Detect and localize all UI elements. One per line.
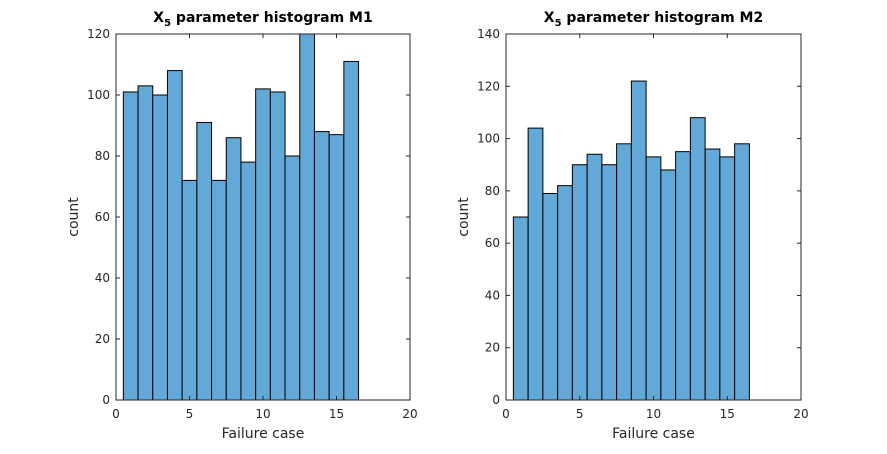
histogram-bar [557, 185, 573, 401]
y-tick-label: 40 [95, 271, 110, 285]
histogram-bar [240, 161, 257, 401]
histogram-bar [645, 156, 662, 401]
histogram-bar [166, 70, 183, 401]
histogram-bar [616, 143, 632, 401]
chart-panel-2: 0 5 10 15 20 0 20 40 60 80 100 120 140 Failure case co… [456, 10, 809, 442]
x-tick-label: 10 [255, 407, 270, 421]
histogram-bar [734, 143, 750, 401]
histogram-bar [284, 155, 301, 401]
histogram-bar [269, 91, 286, 401]
histogram-bar [527, 127, 544, 401]
histogram-bar [630, 80, 647, 401]
histogram-bar [122, 91, 139, 401]
histogram-bar [211, 179, 227, 401]
y-tick-label: 120 [477, 79, 500, 93]
histogram-bar [719, 156, 736, 401]
y-axis-label: count [456, 197, 472, 237]
histogram-bar [542, 192, 559, 401]
x-tick-label: 20 [793, 407, 808, 421]
x-tick-label: 0 [502, 407, 510, 421]
x-axis-label: Failure case [222, 426, 305, 442]
x-tick-label: 5 [576, 407, 584, 421]
y-tick-label: 20 [485, 341, 500, 355]
histogram-bar [660, 169, 677, 401]
y-tick-label: 120 [87, 27, 110, 41]
y-tick-label: 100 [87, 88, 110, 102]
histogram-bar [137, 85, 154, 401]
y-axis-label: count [66, 197, 82, 237]
histogram-bar [299, 33, 315, 401]
histogram-bar [571, 164, 588, 401]
histogram-bar [704, 148, 721, 401]
chart-title: X5 parameter histogram M2 [544, 10, 763, 29]
chart-panel-1: 0 5 10 15 20 0 20 40 60 80 100 120 Failure case count… [66, 10, 418, 442]
x-axis-label: Failure case [612, 426, 695, 442]
histogram-bar [675, 151, 691, 401]
x-tick-label: 15 [329, 407, 344, 421]
histogram-bar [328, 134, 345, 401]
histogram-bar [689, 117, 706, 401]
histogram-bar [512, 216, 529, 401]
y-tick-label: 20 [95, 332, 110, 346]
y-tick-label: 80 [95, 149, 110, 163]
y-tick-label: 0 [102, 393, 110, 407]
x-tick-label: 5 [186, 407, 194, 421]
y-tick-label: 0 [492, 393, 500, 407]
y-tick-label: 140 [477, 27, 500, 41]
histogram-bar [313, 131, 330, 401]
y-tick-label: 60 [95, 210, 110, 224]
histogram-bar [196, 121, 213, 401]
histogram-bar [601, 164, 618, 401]
histogram-bar [255, 88, 271, 401]
y-tick-label: 40 [485, 288, 500, 302]
histogram-bar [181, 179, 198, 401]
y-tick-label: 100 [477, 132, 500, 146]
histogram-bar [225, 137, 242, 401]
chart-title: X5 parameter histogram M1 [153, 10, 372, 29]
histogram-bar [152, 94, 168, 401]
x-tick-label: 15 [720, 407, 735, 421]
x-tick-label: 10 [646, 407, 661, 421]
histogram-bar [586, 153, 603, 401]
y-tick-label: 60 [485, 236, 500, 250]
x-tick-label: 20 [402, 407, 417, 421]
y-tick-label: 80 [485, 184, 500, 198]
x-tick-label: 0 [112, 407, 120, 421]
histogram-bar [343, 60, 360, 401]
